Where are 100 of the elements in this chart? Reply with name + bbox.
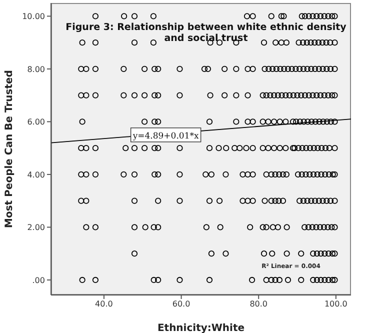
point: [284, 66, 292, 72]
point: [302, 13, 308, 20]
point: [260, 250, 268, 257]
point: [332, 250, 338, 257]
point: [152, 66, 158, 72]
point: [83, 145, 90, 152]
point: [78, 92, 84, 98]
point: [292, 66, 299, 72]
point: [208, 250, 214, 257]
point: [272, 276, 278, 284]
point: [315, 40, 322, 46]
point: [92, 13, 99, 20]
point: [308, 118, 315, 125]
point: [233, 118, 240, 125]
point: [329, 276, 336, 284]
point: [92, 92, 99, 98]
point: [317, 13, 324, 20]
point: [328, 118, 334, 125]
point: [332, 66, 338, 72]
point: [326, 276, 332, 284]
point: [322, 276, 328, 284]
y-tick-label: 6.00: [27, 118, 45, 127]
point: [280, 198, 286, 204]
point: [206, 276, 213, 284]
point: [78, 145, 84, 152]
point: [293, 118, 300, 125]
point: [240, 198, 246, 204]
point: [329, 13, 336, 20]
point: [155, 276, 162, 284]
point: [78, 198, 84, 204]
point: [272, 40, 279, 46]
point: [298, 13, 305, 20]
point: [155, 145, 162, 152]
point: [313, 224, 320, 230]
point: [142, 66, 148, 72]
point: [316, 66, 322, 72]
point: [240, 171, 246, 178]
point: [304, 40, 310, 46]
point: [92, 145, 99, 152]
point: [152, 92, 158, 98]
point: [176, 198, 183, 204]
point: [294, 171, 302, 178]
point: [314, 250, 320, 257]
point: [314, 171, 320, 178]
point: [216, 145, 222, 152]
point: [79, 40, 86, 46]
point: [203, 224, 210, 230]
point: [329, 92, 336, 98]
point: [217, 224, 224, 230]
point: [283, 40, 290, 46]
point: [272, 171, 278, 178]
point: [223, 145, 230, 152]
point: [260, 118, 266, 125]
point: [268, 13, 274, 20]
point: [317, 92, 324, 98]
point: [324, 118, 330, 125]
point: [318, 145, 325, 152]
point: [304, 198, 310, 204]
point: [308, 66, 314, 72]
point: [120, 66, 127, 72]
point: [265, 118, 272, 125]
point: [268, 276, 274, 284]
point: [131, 198, 138, 204]
point: [319, 40, 326, 46]
y-axis-title: Most People Can Be Trusted: [4, 70, 16, 228]
point: [312, 40, 318, 46]
x-tick-label: 40.0: [95, 300, 113, 309]
point: [322, 250, 328, 257]
point: [244, 198, 251, 204]
point: [243, 145, 250, 152]
point: [332, 171, 338, 178]
point: [306, 171, 313, 178]
point: [299, 145, 306, 152]
point: [206, 198, 213, 204]
point: [201, 66, 208, 72]
point: [288, 66, 295, 72]
point: [282, 145, 289, 152]
point: [276, 276, 283, 284]
point: [298, 250, 304, 257]
y-tick-label: .00: [32, 276, 45, 285]
point: [79, 118, 86, 125]
point: [216, 198, 223, 204]
point: [79, 276, 86, 284]
point: [320, 66, 326, 72]
point: [250, 118, 256, 125]
point: [155, 92, 162, 98]
point: [317, 224, 324, 230]
point: [250, 13, 256, 20]
point: [92, 40, 99, 46]
point: [92, 66, 99, 72]
point: [265, 145, 272, 152]
point: [305, 224, 312, 230]
point: [131, 145, 138, 152]
point: [326, 171, 332, 178]
point: [322, 171, 328, 178]
point: [247, 224, 254, 230]
point: [268, 171, 274, 178]
point: [250, 66, 256, 72]
point: [142, 118, 148, 125]
point: [142, 145, 148, 152]
